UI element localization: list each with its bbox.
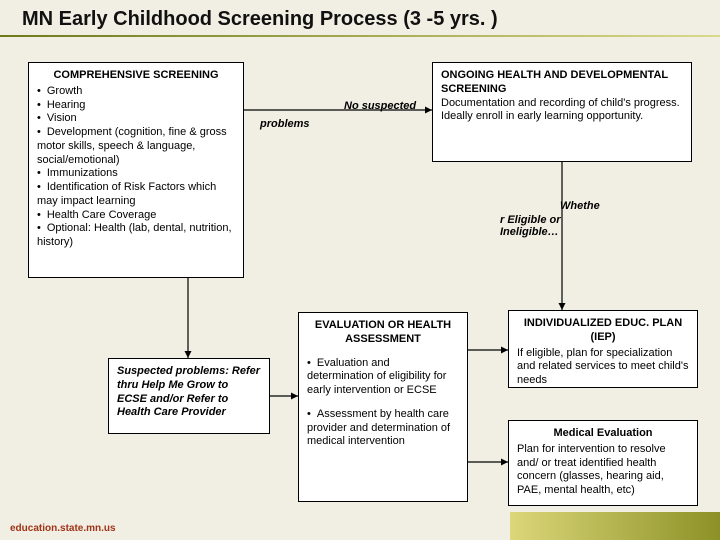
box-ongoing-screening: ONGOING HEALTH AND DEVELOPMENTAL SCREENI… <box>432 62 692 162</box>
title-rule <box>0 35 720 37</box>
page-title: MN Early Childhood Screening Process (3 … <box>0 0 720 31</box>
footer-accent-bar <box>510 512 720 540</box>
label-problems: problems <box>260 118 310 130</box>
label-eligible: r Eligible or Ineligible… <box>500 214 610 238</box>
box-evaluation-assessment: EVALUATION OR HEALTH ASSESSMENT•Evaluati… <box>298 312 468 502</box>
box-iep: INDIVIDUALIZED EDUC. PLAN (IEP)If eligib… <box>508 310 698 388</box>
label-whether: Whethe <box>560 200 600 212</box>
box-medical-evaluation: Medical EvaluationPlan for intervention … <box>508 420 698 506</box>
box-suspected-problems: Suspected problems: Refer thru Help Me G… <box>108 358 270 434</box>
footer-url: education.state.mn.us <box>0 517 126 540</box>
label-no-suspected: No suspected <box>344 100 416 112</box>
box-comprehensive-screening: COMPREHENSIVE SCREENING•Growth•Hearing•V… <box>28 62 244 278</box>
